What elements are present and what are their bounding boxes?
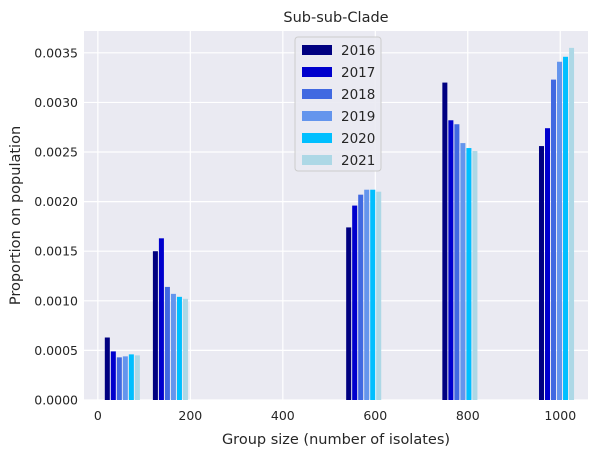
bar-2021-group-2 [376, 191, 382, 400]
y-tick-label: 0.0015 [34, 244, 78, 259]
y-tick-label: 0.0000 [34, 393, 78, 408]
bar-2020-group-3 [466, 148, 472, 400]
bar-2020-group-1 [176, 296, 182, 400]
bar-2018-group-1 [164, 286, 170, 400]
x-tick-label: 800 [456, 408, 480, 423]
y-tick-label: 0.0005 [34, 343, 78, 358]
bar-2017-group-1 [158, 238, 164, 400]
legend-swatch-2021 [302, 155, 332, 165]
legend-label-2021: 2021 [341, 153, 375, 169]
bar-2020-group-2 [370, 189, 376, 400]
bar-2018-group-2 [358, 194, 364, 400]
x-axis-label: Group size (number of isolates) [222, 432, 450, 448]
y-axis-ticks: 0.0000 0.0005 0.0010 0.0015 0.0020 0.0025 0.00… [34, 45, 78, 407]
bar-2018-group-3 [454, 124, 460, 400]
legend-swatch-2019 [302, 111, 332, 121]
legend: 2016 2017 2018 2019 2020 2021 [294, 36, 382, 172]
bar-2020-group-4 [563, 56, 569, 401]
chart-title: Sub-sub-Clade [283, 10, 388, 26]
bar-2019-group-3 [460, 143, 466, 400]
bar-2018-group-4 [551, 79, 557, 401]
x-tick-label: 600 [363, 408, 387, 423]
bars [104, 47, 575, 401]
y-tick-label: 0.0020 [34, 194, 78, 209]
bar-2019-group-2 [364, 189, 370, 400]
bar-2017-group-3 [448, 120, 454, 400]
x-axis-ticks: 0 200 400 600 800 1000 [94, 408, 576, 423]
legend-label-2019: 2019 [341, 109, 375, 125]
legend-label-2017: 2017 [341, 65, 375, 81]
x-tick-label: 200 [178, 408, 202, 423]
bar-2018-group-0 [116, 357, 122, 400]
legend-swatch-2018 [302, 89, 332, 99]
bar-2017-group-0 [110, 351, 116, 400]
bar-2019-group-0 [122, 356, 128, 400]
bar-2019-group-1 [170, 293, 176, 400]
y-tick-label: 0.0030 [34, 95, 78, 110]
bar-2021-group-0 [134, 355, 140, 400]
x-tick-label: 400 [271, 408, 295, 423]
y-axis-label: Proportion on population [8, 126, 24, 305]
bar-2019-group-4 [557, 61, 563, 400]
legend-label-2016: 2016 [341, 43, 375, 59]
y-tick-label: 0.0010 [34, 293, 78, 308]
legend-swatch-2016 [302, 45, 332, 55]
bar-2016-group-0 [104, 337, 110, 400]
bar-2021-group-4 [569, 47, 575, 400]
bar-2016-group-4 [538, 146, 544, 400]
y-tick-label: 0.0025 [34, 145, 78, 160]
bar-2016-group-1 [152, 251, 158, 400]
bar-2017-group-2 [352, 205, 358, 400]
bar-2017-group-4 [544, 128, 551, 401]
legend-swatch-2020 [302, 133, 332, 143]
y-tick-label: 0.0035 [34, 45, 78, 60]
bar-2020-group-0 [128, 354, 134, 400]
bar-2021-group-1 [182, 298, 188, 400]
legend-label-2018: 2018 [341, 87, 375, 103]
bar-2016-group-2 [346, 227, 352, 400]
x-tick-label: 1000 [544, 408, 576, 423]
legend-label-2020: 2020 [341, 131, 375, 147]
bar-2016-group-3 [442, 82, 448, 401]
x-tick-label: 0 [94, 408, 102, 423]
bar-2021-group-3 [472, 151, 478, 400]
legend-swatch-2017 [302, 67, 332, 77]
